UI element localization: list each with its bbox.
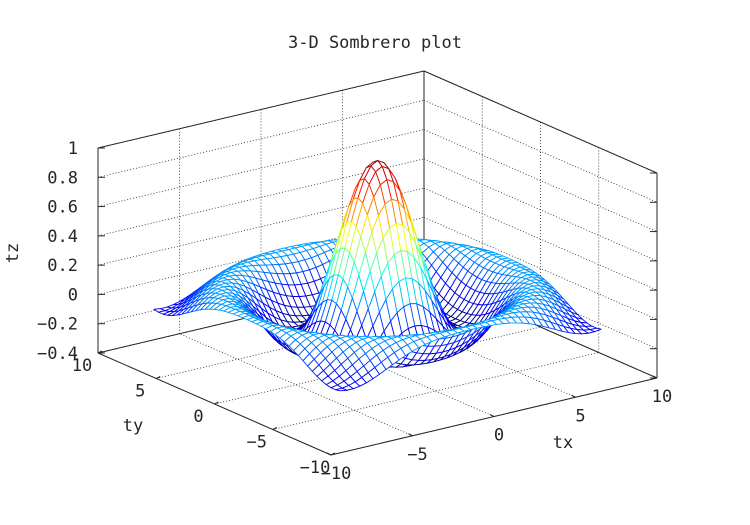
y-tick-mark: [156, 376, 161, 379]
x-tick-label: 0: [494, 426, 504, 446]
axes-box-edge: [97, 70, 425, 149]
chart-title: 3-D Sombrero plot: [288, 33, 462, 53]
z-tick-label: −0.2: [37, 315, 78, 335]
y-tick-mark: [214, 401, 219, 405]
y-axis-label: ty: [123, 416, 143, 436]
y-grid-line: [214, 326, 541, 405]
x-grid-line: [260, 314, 495, 417]
x-tick-mark: [408, 433, 413, 437]
axes-box-edge: [423, 70, 658, 174]
x-tick-mark: [489, 414, 495, 417]
x-grid-line: [179, 333, 413, 437]
surface-mesh: [153, 160, 602, 392]
z-grid-line: [97, 99, 425, 178]
mesh-cell: [335, 387, 348, 392]
x-tick-label: −5: [407, 445, 427, 465]
x-tick-label: −10: [321, 464, 352, 484]
z-grid-line: [423, 99, 658, 203]
z-tick-label: 0.2: [47, 256, 78, 276]
z-grid-line: [423, 129, 658, 232]
y-tick-label: 0: [193, 407, 203, 427]
x-axis-label: tx: [553, 433, 573, 453]
z-tick-label: 0.4: [47, 227, 78, 247]
x-tick-mark: [326, 452, 332, 456]
y-tick-label: 10: [72, 356, 92, 376]
x-tick-mark: [571, 394, 576, 398]
z-tick-label: 1: [68, 139, 78, 159]
y-tick-label: −10: [300, 458, 331, 478]
z-grid-line: [423, 158, 658, 262]
z-grid-line: [423, 187, 658, 291]
x-grid-line: [342, 294, 576, 398]
z-tick-label: 0: [68, 285, 78, 305]
x-tick-label: 5: [575, 406, 585, 426]
z-tick-label: 0.6: [47, 198, 78, 218]
z-grid-line: [97, 129, 425, 207]
y-tick-mark: [272, 427, 277, 430]
axes-front-edges: [97, 147, 658, 456]
y-tick-label: 5: [135, 382, 145, 402]
y-tick-mark: [330, 452, 336, 456]
y-tick-label: −5: [247, 433, 267, 453]
x-tick-label: 10: [652, 387, 672, 407]
z-tick-label: 0.8: [47, 168, 78, 188]
z-tick-label: −0.4: [37, 344, 78, 364]
y-grid-line: [272, 352, 599, 430]
z-axis-label: tz: [3, 243, 23, 263]
z-grid-line: [423, 217, 658, 320]
